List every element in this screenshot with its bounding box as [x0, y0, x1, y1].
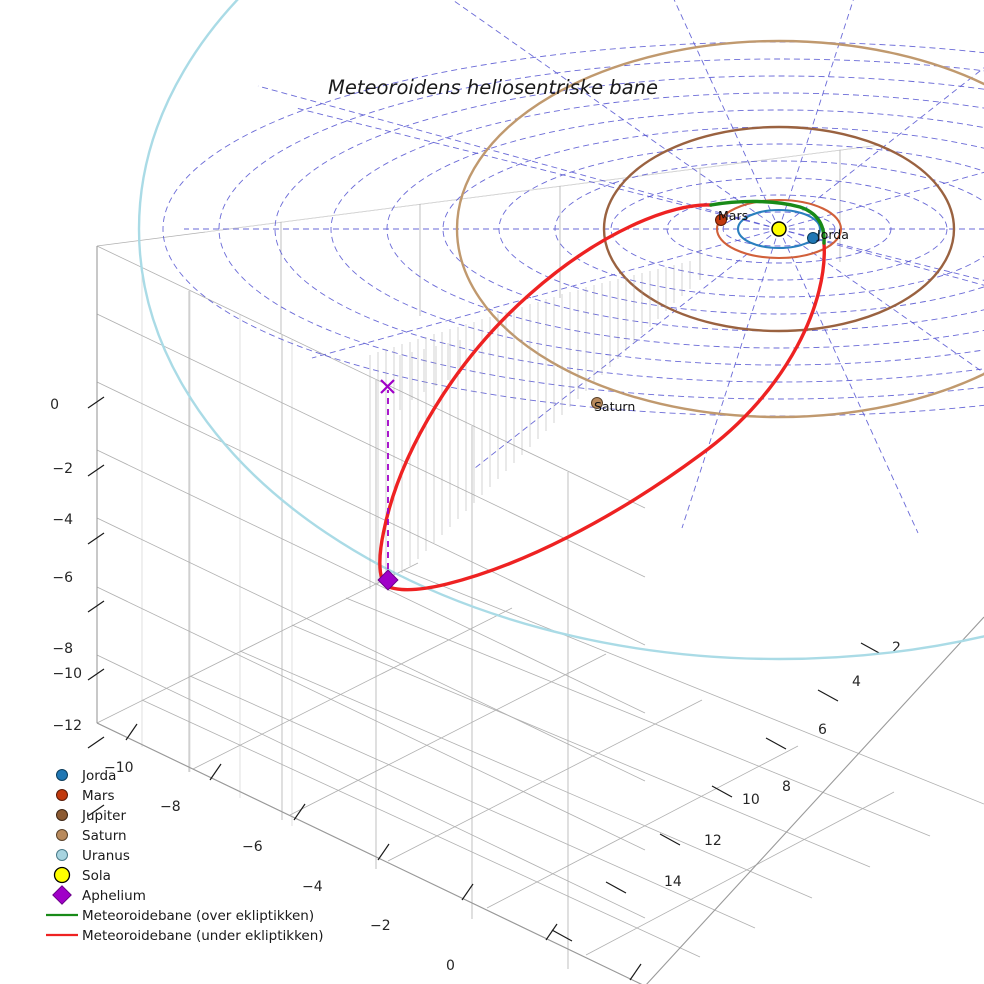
legend-item-jupiter[interactable]: Jupiter	[56, 808, 127, 824]
y-tick-label-6: 14	[664, 874, 682, 890]
legend-label-jorda: Jorda	[81, 768, 116, 784]
body-markers: Jorda Mars Saturn	[591, 208, 849, 414]
orbit-jupiter	[602, 125, 956, 333]
legend-label-aphelium: Aphelium	[82, 888, 146, 904]
z-tick-label-5: −10	[52, 666, 82, 682]
legend-marker-mars	[56, 789, 68, 801]
z-tick-label-6: −12	[52, 718, 82, 734]
z-tick-label-1: −2	[52, 461, 73, 477]
mars-marker	[715, 214, 727, 226]
earth-marker	[807, 232, 819, 244]
legend-marker-uranus	[56, 849, 68, 861]
x-tick-label-2: −6	[242, 839, 263, 855]
y-tick-label-3: 8	[782, 779, 791, 795]
legend-item-aphelium[interactable]: Aphelium	[52, 885, 146, 905]
y-tick-label-5: 12	[704, 833, 722, 849]
aphelion-projection-x-icon	[380, 379, 395, 394]
axes3d-floor	[96, 562, 984, 984]
y-tick-label-4: 10	[742, 792, 760, 808]
page-title: Meteoroidens heliosentriske bane	[328, 76, 658, 99]
x-tick-label-0: −10	[104, 760, 134, 776]
sun-marker	[771, 221, 787, 237]
legend-item-jorda[interactable]: Jorda	[56, 768, 117, 784]
y-tick-label-0: 2	[892, 640, 901, 656]
legend-item-meteoroid-below[interactable]: Meteoroidebane (under ekliptikken)	[46, 928, 324, 944]
orbit-mars	[715, 198, 843, 260]
legend-label-jupiter: Jupiter	[81, 808, 126, 824]
orbit-uranus	[137, 0, 984, 661]
z-tick-label-3: −6	[52, 570, 73, 586]
x-tick-label-4: −2	[370, 918, 391, 934]
legend-item-saturn[interactable]: Saturn	[56, 828, 127, 844]
ecliptic-polar-grid	[162, 0, 984, 534]
earth-label: Jorda	[816, 227, 849, 242]
axes3d-left-wall	[96, 245, 646, 984]
z-axis: 0 −2 −4 −6 −8 −10 −12	[50, 246, 105, 817]
z-tick-label-0: 0	[50, 397, 59, 413]
meteoroid-orbit	[378, 199, 826, 592]
legend-label-meteoroid-below: Meteoroidebane (under ekliptikken)	[82, 928, 324, 944]
legend-marker-sola	[53, 866, 71, 884]
legend-marker-jorda	[56, 769, 68, 781]
legend-item-meteoroid-above[interactable]: Meteoroidebane (over ekliptikken)	[46, 908, 314, 924]
z-tick-label-4: −8	[52, 641, 73, 657]
legend-label-meteoroid-above: Meteoroidebane (over ekliptikken)	[82, 908, 314, 924]
legend-marker-saturn	[56, 829, 68, 841]
legend: Jorda Mars Jupiter Saturn Uranus	[46, 768, 324, 944]
saturn-label: Saturn	[594, 399, 635, 414]
legend-label-uranus: Uranus	[82, 848, 130, 864]
y-tick-marks	[551, 642, 882, 942]
x-tick-label-5: 0	[446, 958, 455, 974]
legend-item-sola[interactable]: Sola	[53, 866, 111, 885]
z-tick-marks	[87, 396, 105, 817]
aphelion-diamond-marker	[377, 569, 399, 591]
legend-label-saturn: Saturn	[82, 828, 127, 844]
y-tick-label-2: 6	[818, 722, 827, 738]
axes3d-back-wall	[96, 144, 881, 334]
legend-label-mars: Mars	[82, 788, 115, 804]
y-tick-label-1: 4	[852, 674, 861, 690]
planet-orbits	[137, 0, 984, 661]
z-tick-label-2: −4	[52, 512, 73, 528]
y-axis: 2 4 6 8 10 12 14	[551, 616, 984, 984]
x-tick-label-3: −4	[302, 879, 323, 895]
meteoroid-droplines	[369, 261, 691, 589]
saturn-marker	[591, 397, 603, 409]
orbit-saturn	[455, 39, 984, 419]
x-axis: −10 −8 −6 −4 −2 0 2	[96, 722, 643, 984]
legend-label-sola: Sola	[82, 868, 111, 884]
orbit-earth	[736, 208, 822, 250]
aphelion-group	[377, 379, 399, 591]
legend-marker-jupiter	[56, 809, 68, 821]
legend-marker-aphelium	[52, 885, 72, 905]
meteoroid-orbit-above-ecliptic	[709, 199, 826, 245]
x-tick-marks	[125, 723, 642, 981]
mars-label: Mars	[718, 208, 748, 223]
legend-item-mars[interactable]: Mars	[56, 788, 115, 804]
x-tick-label-1: −8	[160, 799, 181, 815]
legend-item-uranus[interactable]: Uranus	[56, 848, 130, 864]
